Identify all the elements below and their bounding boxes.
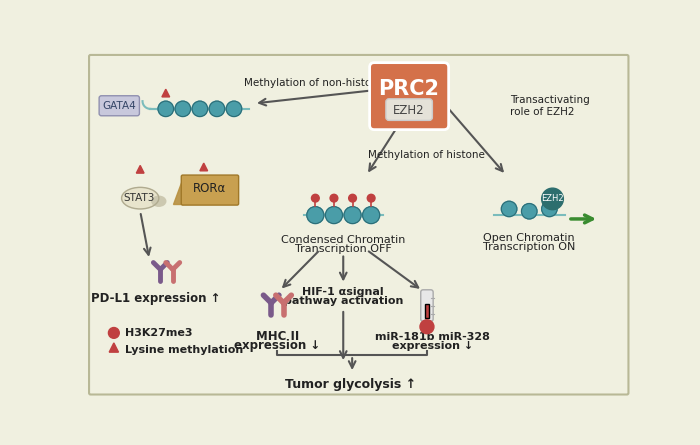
FancyBboxPatch shape — [99, 96, 139, 116]
Circle shape — [542, 201, 557, 217]
Ellipse shape — [152, 196, 166, 206]
Text: Methylation of non-histone: Methylation of non-histone — [244, 78, 384, 88]
FancyBboxPatch shape — [425, 303, 429, 318]
FancyBboxPatch shape — [421, 290, 433, 321]
Circle shape — [420, 320, 434, 334]
Text: EZH2: EZH2 — [541, 194, 564, 203]
FancyBboxPatch shape — [370, 63, 449, 129]
Circle shape — [330, 194, 338, 202]
Circle shape — [158, 101, 174, 117]
Text: Condensed Chromatin: Condensed Chromatin — [281, 235, 405, 245]
Polygon shape — [200, 163, 208, 171]
Text: Transactivating
role of EZH2: Transactivating role of EZH2 — [510, 95, 589, 117]
Text: Methylation of histone: Methylation of histone — [368, 150, 485, 160]
Text: Transcription ON: Transcription ON — [483, 242, 575, 252]
Text: expression ↓: expression ↓ — [392, 341, 473, 351]
Ellipse shape — [122, 187, 159, 209]
Text: Open Chromatin: Open Chromatin — [484, 233, 575, 243]
Text: MHC ΙΙ: MHC ΙΙ — [256, 330, 299, 343]
Circle shape — [209, 101, 225, 117]
Circle shape — [326, 206, 342, 223]
Circle shape — [108, 328, 119, 338]
Circle shape — [175, 101, 190, 117]
FancyBboxPatch shape — [386, 99, 433, 121]
Circle shape — [226, 101, 241, 117]
Circle shape — [349, 194, 356, 202]
Polygon shape — [109, 343, 118, 352]
Text: expression ↓: expression ↓ — [234, 340, 321, 352]
Text: miR-181b miR-328: miR-181b miR-328 — [375, 332, 490, 342]
Text: PRC2: PRC2 — [379, 79, 440, 99]
Circle shape — [192, 101, 208, 117]
Polygon shape — [173, 177, 183, 203]
Text: pathway activation: pathway activation — [284, 296, 403, 306]
Text: PD-L1 expression ↑: PD-L1 expression ↑ — [91, 292, 220, 305]
Circle shape — [312, 194, 319, 202]
Text: Lysine methylation: Lysine methylation — [125, 345, 243, 355]
Text: Transcription OFF: Transcription OFF — [295, 244, 391, 255]
Text: STAT3: STAT3 — [123, 193, 154, 203]
Text: HIF-1 αsignal: HIF-1 αsignal — [302, 287, 384, 297]
Text: Tumor glycolysis ↑: Tumor glycolysis ↑ — [286, 378, 416, 391]
Circle shape — [522, 203, 537, 219]
Circle shape — [542, 188, 564, 210]
Polygon shape — [136, 166, 144, 173]
Text: EZH2: EZH2 — [393, 104, 425, 117]
Circle shape — [501, 201, 517, 217]
Polygon shape — [162, 89, 169, 97]
Text: RORα: RORα — [193, 182, 227, 195]
Circle shape — [307, 206, 324, 223]
Circle shape — [344, 206, 361, 223]
Circle shape — [368, 194, 375, 202]
Text: H3K27me3: H3K27me3 — [125, 328, 192, 338]
FancyBboxPatch shape — [181, 175, 239, 205]
FancyBboxPatch shape — [89, 55, 629, 395]
Text: GATA4: GATA4 — [102, 101, 136, 111]
Circle shape — [363, 206, 379, 223]
